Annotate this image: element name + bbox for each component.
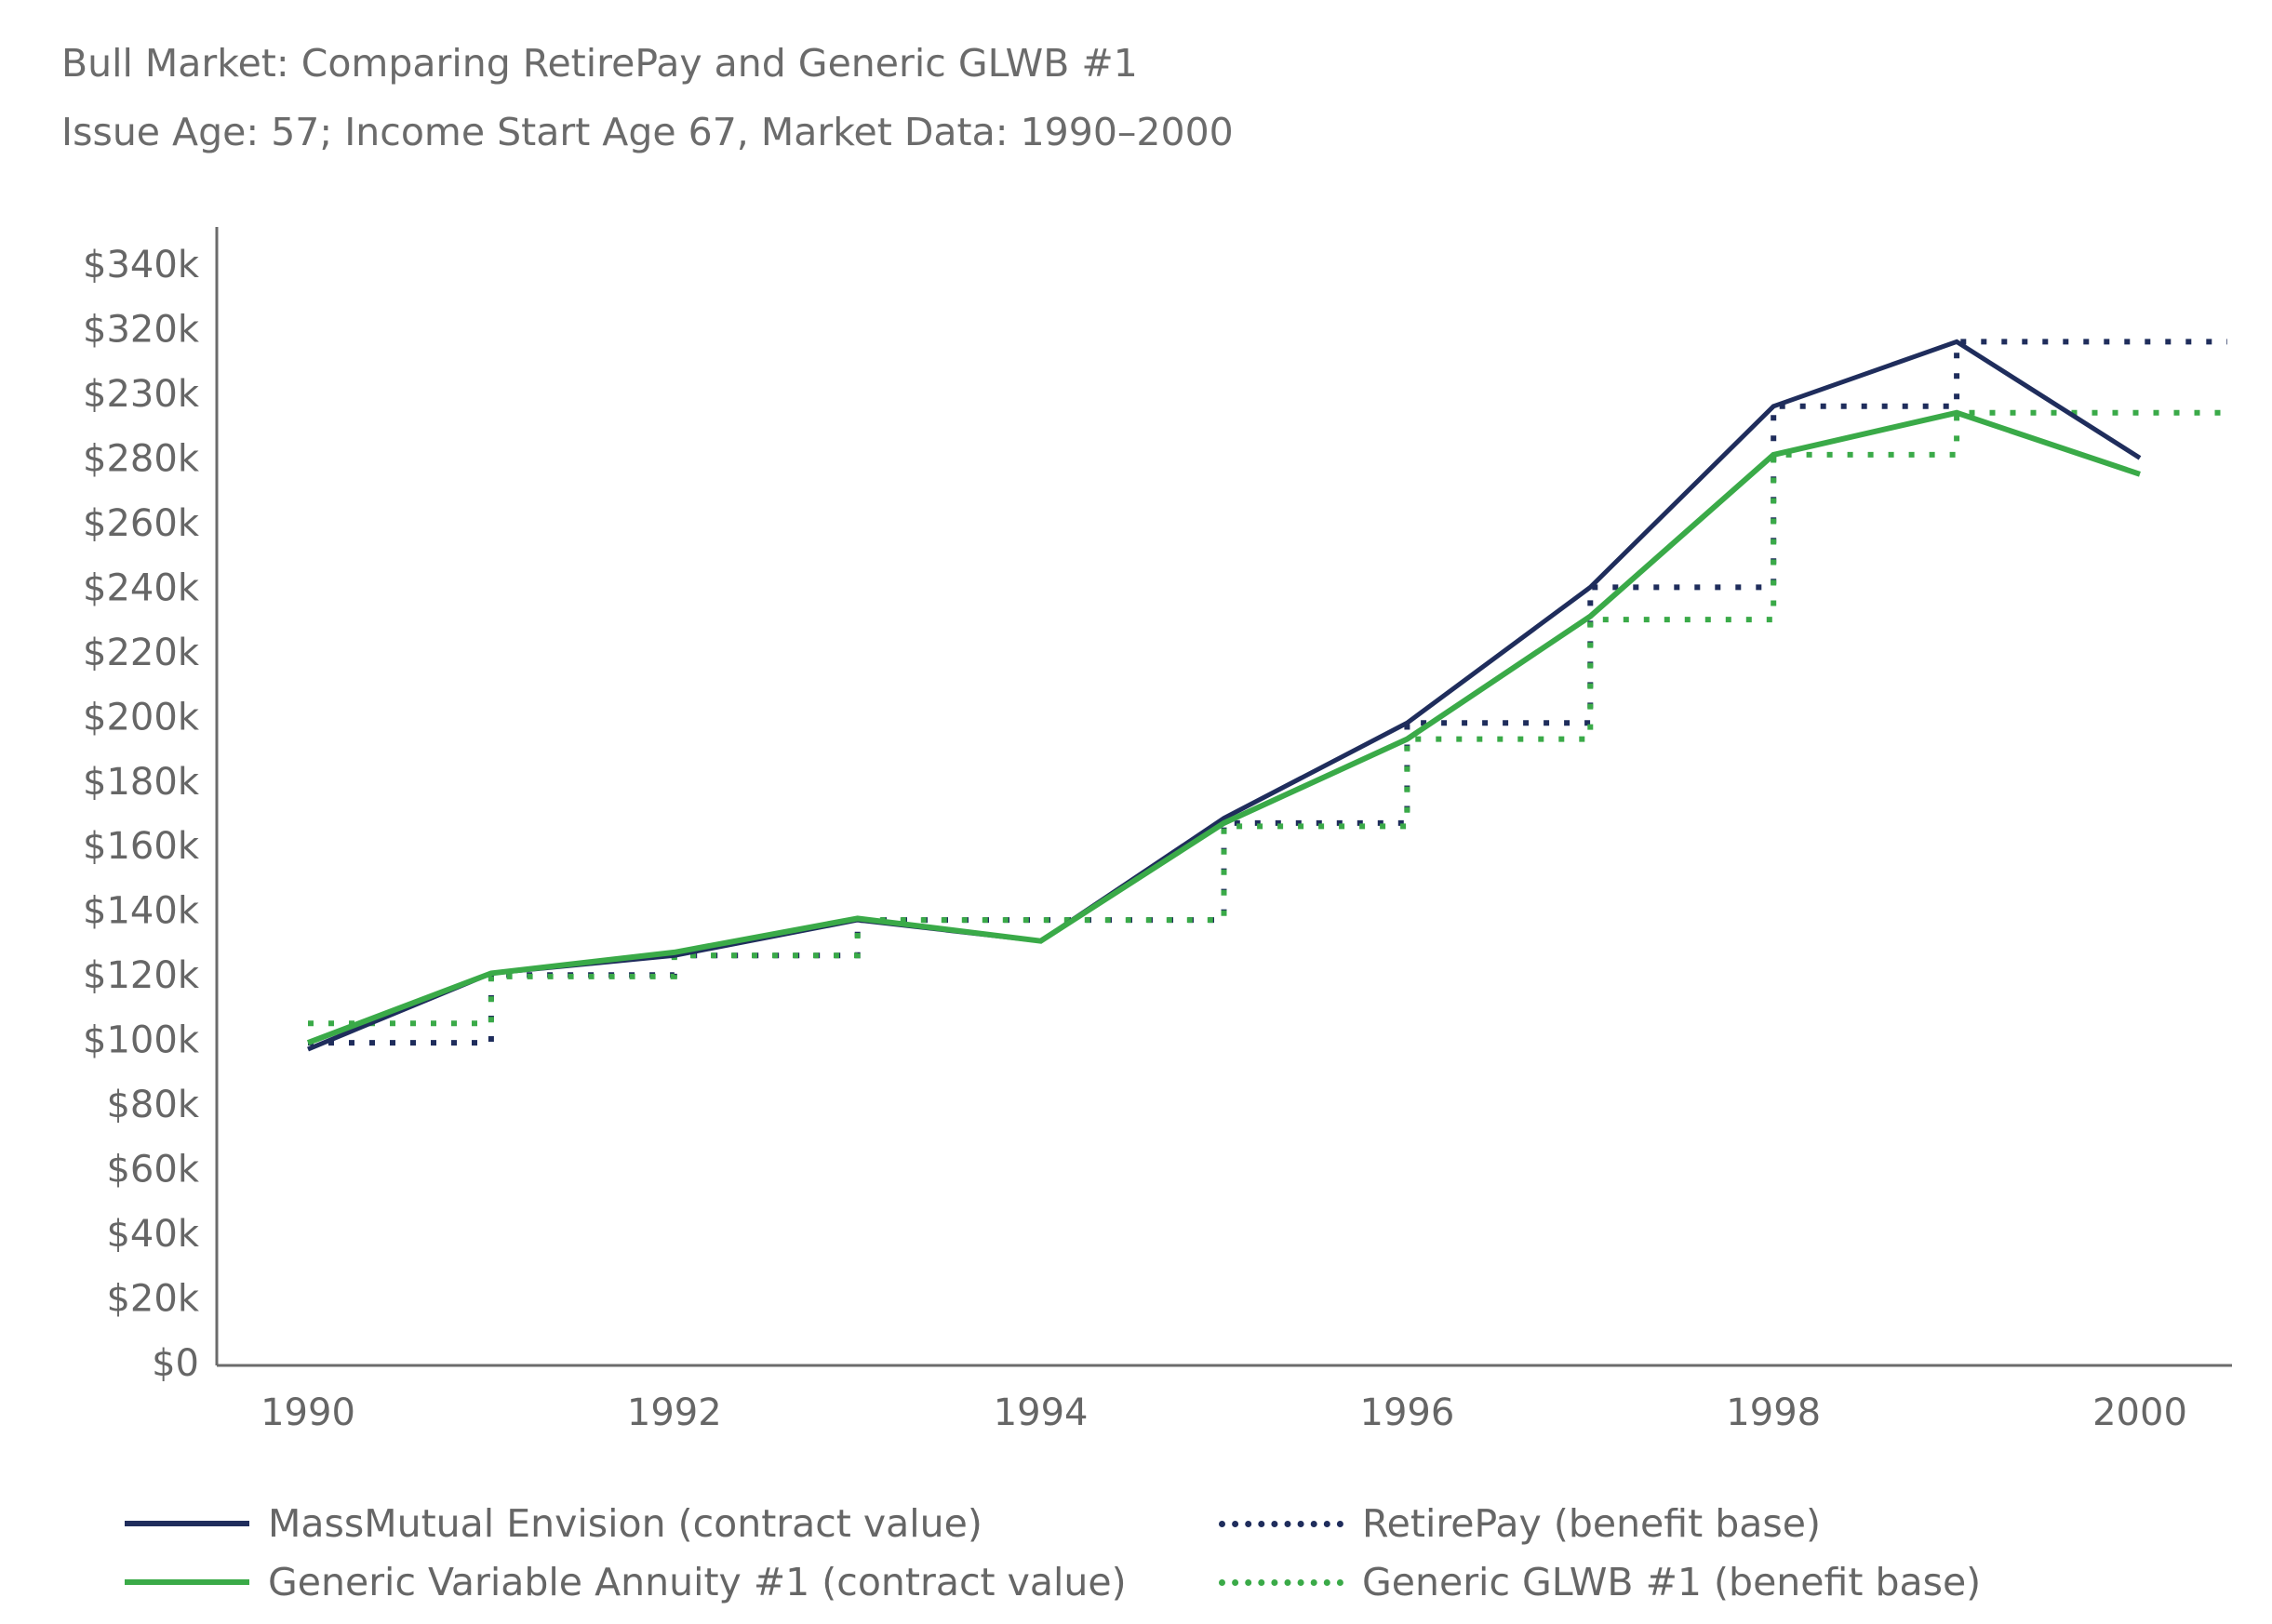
y-tick-label: $20k [106, 1278, 199, 1321]
series-line-massmutual-envision-contract-value [307, 339, 2142, 1052]
legend-dotted-navy-swatch [1219, 1520, 1343, 1527]
y-tick-label: $200k [83, 696, 200, 739]
x-tick-label: 1992 [627, 1391, 722, 1434]
y-tick-label: $320k [83, 308, 200, 351]
legend-item-generic-va: Generic Variable Annuity #1 (contract va… [125, 1560, 1127, 1604]
y-tick-label: $280k [83, 437, 200, 480]
y-tick-label: $240k [83, 566, 200, 609]
legend-solid-navy-swatch [125, 1521, 249, 1526]
y-tick-label: $140k [83, 890, 200, 933]
y-tick-label: $160k [83, 825, 200, 868]
x-tick-label: 2000 [2092, 1391, 2187, 1434]
y-tick-label: $100k [83, 1019, 200, 1062]
series-line-generic-variable-annuity-1-contract-value [306, 409, 2141, 1045]
legend-item-massmutual: MassMutual Envision (contract value) [125, 1501, 982, 1546]
y-tick-label: $0 [152, 1342, 199, 1385]
legend-label: Generic Variable Annuity #1 (contract va… [268, 1560, 1127, 1604]
chart-subtitle: Issue Age: 57; Income Start Age 67, Mark… [61, 110, 1234, 154]
legend-item-glwb: Generic GLWB #1 (benefit base) [1219, 1560, 1981, 1604]
y-tick-label: $120k [83, 954, 200, 997]
y-tick-label: $60k [106, 1149, 199, 1191]
series-step-retirepay-benefit-base [308, 339, 2227, 1046]
legend-dotted-green-swatch [1219, 1578, 1343, 1586]
y-tick-label: $260k [83, 502, 200, 545]
legend-label: MassMutual Envision (contract value) [268, 1501, 982, 1546]
y-tick-label: $220k [83, 632, 200, 674]
x-tick-label: 1998 [1726, 1391, 1821, 1434]
y-tick-label: $80k [106, 1084, 199, 1126]
series-step-generic-glwb-1-benefit-base [308, 409, 2227, 1027]
y-tick-label: $230k [83, 373, 200, 416]
legend-item-retirepay: RetirePay (benefit base) [1219, 1501, 1821, 1546]
y-tick-label: $180k [83, 761, 200, 804]
legend-label: Generic GLWB #1 (benefit base) [1362, 1560, 1982, 1604]
y-tick-label: $340k [83, 244, 200, 286]
x-tick-label: 1990 [261, 1391, 355, 1434]
y-tick-label: $40k [106, 1213, 199, 1256]
x-tick-label: 1996 [1360, 1391, 1455, 1434]
x-tick-label: 1994 [994, 1391, 1089, 1434]
legend-solid-green-swatch [125, 1579, 249, 1585]
legend-label: RetirePay (benefit base) [1362, 1501, 1821, 1546]
chart-title: Bull Market: Comparing RetirePay and Gen… [61, 41, 1138, 86]
